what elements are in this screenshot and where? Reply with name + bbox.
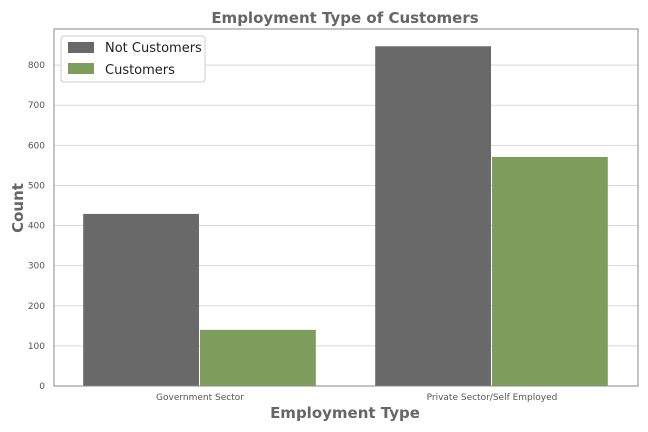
x-tick-label: Private Sector/Self Employed (427, 393, 558, 403)
y-tick-label: 500 (28, 181, 45, 191)
y-tick-label: 100 (28, 342, 45, 352)
legend-label-not-customers: Not Customers (105, 41, 202, 56)
bar-customers (200, 329, 316, 386)
bar-not-customers (375, 46, 491, 386)
x-axis-label: Employment Type (270, 404, 420, 422)
chart-title: Employment Type of Customers (211, 9, 478, 27)
y-tick-label: 200 (28, 302, 45, 312)
y-tick-label: 400 (28, 222, 45, 232)
y-tick-label: 600 (28, 141, 45, 151)
y-tick-label: 300 (28, 262, 45, 272)
bar-customers (492, 156, 608, 386)
bar-not-customers (83, 213, 199, 386)
bars (83, 46, 608, 386)
x-axis-ticks: Government Sector Private Sector/Self Emp… (156, 393, 557, 403)
y-axis-ticks: 0 100 200 300 400 500 600 700 800 (28, 61, 45, 392)
y-axis-label: Count (9, 183, 27, 233)
legend-label-customers: Customers (105, 63, 175, 78)
y-tick-label: 0 (39, 382, 45, 392)
legend: Not Customers Customers (60, 35, 206, 83)
y-tick-label: 800 (28, 61, 45, 71)
plot-frame (53, 28, 639, 387)
legend-swatch-not-customers (68, 42, 94, 53)
legend-box (60, 35, 206, 83)
legend-swatch-customers (68, 63, 94, 74)
y-tick-label: 700 (28, 101, 45, 111)
x-tick-label: Government Sector (156, 393, 244, 403)
